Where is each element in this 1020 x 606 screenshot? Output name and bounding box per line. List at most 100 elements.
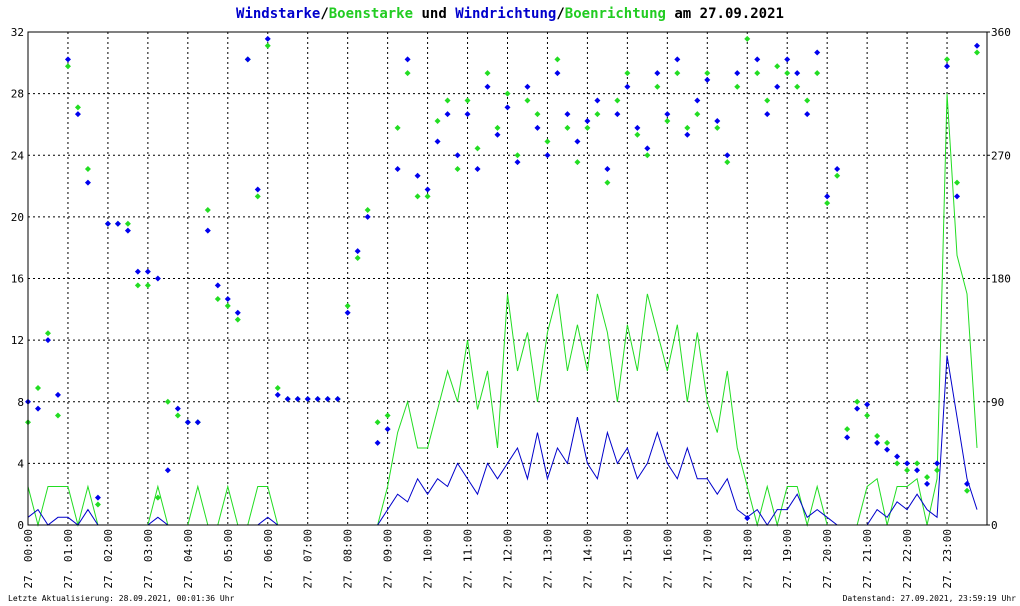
- direction-dot: [504, 104, 511, 111]
- direction-dot: [554, 70, 561, 77]
- direction-dot: [144, 282, 151, 289]
- direction-dot: [874, 439, 881, 446]
- direction-dot: [654, 83, 661, 90]
- direction-dot: [774, 63, 781, 70]
- direction-dot: [734, 83, 741, 90]
- y-tick-label: 32: [11, 26, 24, 39]
- x-tick-label: 27. 03:00: [142, 529, 155, 589]
- direction-dot: [554, 56, 561, 63]
- direction-dot: [394, 165, 401, 172]
- series-line: [27, 93, 978, 527]
- direction-dot: [174, 405, 181, 412]
- plot-area: [25, 35, 981, 527]
- x-tick-label: 27. 00:00: [22, 529, 35, 589]
- direction-dot: [244, 56, 251, 63]
- direction-dot: [34, 385, 41, 392]
- direction-dot: [594, 111, 601, 118]
- title-part: Boenrichtung: [565, 6, 666, 22]
- direction-dot: [224, 296, 231, 303]
- direction-dot: [624, 70, 631, 77]
- direction-dot: [964, 480, 971, 487]
- direction-dot: [744, 35, 751, 42]
- direction-dot: [924, 474, 931, 481]
- direction-dot: [734, 70, 741, 77]
- direction-dot: [64, 63, 71, 70]
- direction-dot: [404, 56, 411, 63]
- direction-dot: [454, 152, 461, 159]
- direction-dot: [534, 111, 541, 118]
- direction-dot: [664, 118, 671, 125]
- title-part: Boenstarke: [329, 6, 413, 22]
- direction-dot: [74, 111, 81, 118]
- direction-dot: [474, 145, 481, 152]
- direction-dot: [624, 83, 631, 90]
- direction-dot: [604, 179, 611, 186]
- direction-dot: [184, 419, 191, 426]
- title-part: /: [556, 6, 564, 22]
- y2-tick-label: 360: [991, 26, 1011, 39]
- direction-dot: [884, 446, 891, 453]
- x-tick-label: 27. 14:00: [581, 529, 594, 589]
- direction-dot: [644, 145, 651, 152]
- direction-dot: [754, 56, 761, 63]
- direction-dot: [614, 97, 621, 104]
- direction-dot: [844, 426, 851, 433]
- direction-dot: [54, 412, 61, 419]
- direction-dot: [564, 111, 571, 118]
- direction-dot: [164, 467, 171, 474]
- direction-dot: [684, 124, 691, 131]
- direction-dot: [604, 165, 611, 172]
- y-tick-label: 0: [17, 519, 24, 532]
- x-tick-label: 27. 08:00: [342, 529, 355, 589]
- direction-dot: [854, 405, 861, 412]
- footer-right: Datenstand: 27.09.2021, 23:59:19 Uhr: [843, 594, 1017, 603]
- x-tick-label: 27. 07:00: [302, 529, 315, 589]
- x-tick-label: 27. 22:00: [901, 529, 914, 589]
- direction-dot: [234, 316, 241, 323]
- x-tick-label: 27. 02:00: [102, 529, 115, 589]
- direction-dot: [274, 385, 281, 392]
- direction-dot: [84, 165, 91, 172]
- direction-dot: [154, 494, 161, 501]
- direction-dot: [914, 467, 921, 474]
- direction-dot: [934, 467, 941, 474]
- y-tick-label: 24: [11, 149, 25, 162]
- direction-dot: [634, 124, 641, 131]
- direction-dot: [344, 309, 351, 316]
- direction-dot: [254, 193, 261, 200]
- direction-dot: [274, 391, 281, 398]
- direction-dot: [894, 453, 901, 460]
- direction-dot: [364, 213, 371, 220]
- direction-dot: [284, 396, 291, 403]
- direction-dot: [834, 165, 841, 172]
- x-tick-label: 27. 18:00: [741, 529, 754, 589]
- direction-dot: [814, 49, 821, 56]
- x-tick-label: 27. 10:00: [422, 529, 435, 589]
- direction-dot: [934, 460, 941, 467]
- direction-dot: [724, 152, 731, 159]
- y-tick-label: 8: [17, 396, 24, 409]
- direction-dot: [974, 42, 981, 49]
- direction-dot: [864, 401, 871, 408]
- direction-dot: [234, 309, 241, 316]
- direction-dot: [694, 97, 701, 104]
- direction-dot: [884, 439, 891, 446]
- direction-dot: [544, 152, 551, 159]
- x-tick-label: 27. 19:00: [781, 529, 794, 589]
- direction-dot: [824, 200, 831, 207]
- x-tick-label: 27. 20:00: [821, 529, 834, 589]
- direction-dot: [654, 70, 661, 77]
- direction-dot: [904, 460, 911, 467]
- direction-dot: [634, 131, 641, 138]
- x-tick-label: 27. 23:00: [941, 529, 954, 589]
- direction-dot: [104, 220, 111, 227]
- direction-dot: [214, 296, 221, 303]
- direction-dot: [414, 172, 421, 179]
- direction-dot: [794, 70, 801, 77]
- direction-dot: [454, 165, 461, 172]
- direction-dot: [644, 152, 651, 159]
- x-tick-label: 27. 17:00: [701, 529, 714, 589]
- direction-dot: [154, 275, 161, 282]
- title-part: und: [413, 6, 455, 22]
